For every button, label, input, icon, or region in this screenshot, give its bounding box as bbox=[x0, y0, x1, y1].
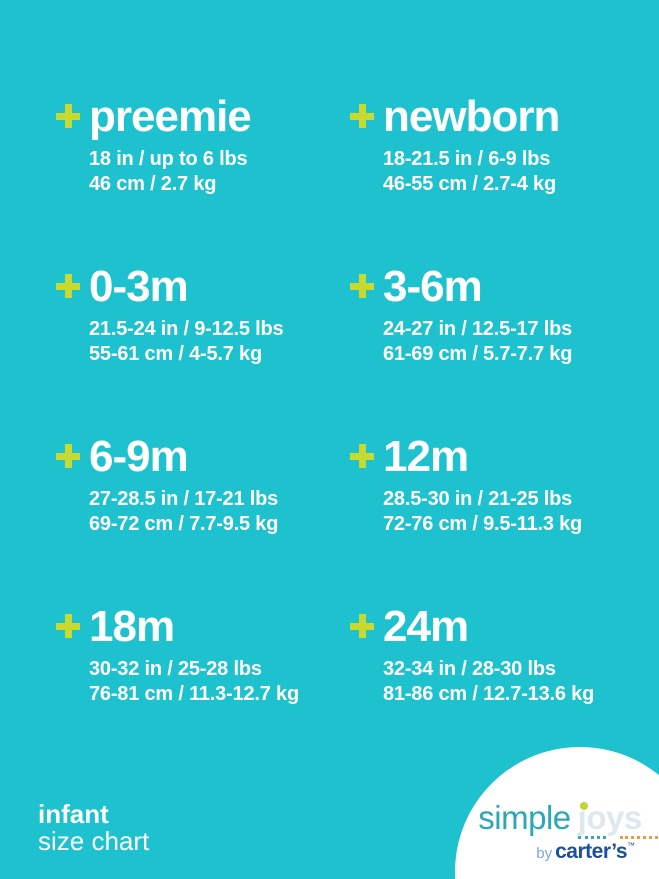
size-cell-0-3m: 0-3m 21.5-24 in / 9-12.5 lbs 55-61 cm / … bbox=[56, 262, 284, 366]
footer: infant size chart bbox=[38, 801, 149, 855]
logo-by-text: by bbox=[536, 845, 553, 862]
size-name: 6-9m bbox=[89, 432, 189, 481]
size-imperial: 24-27 in / 12.5-17 lbs bbox=[383, 318, 573, 340]
chart-category: infant bbox=[38, 799, 109, 829]
brand-logo-circle: simple joys by carter’s™ bbox=[455, 747, 659, 879]
size-metric: 69-72 cm / 7.7-9.5 kg bbox=[89, 512, 279, 535]
logo-dots-right-icon bbox=[619, 836, 658, 839]
size-metric: 61-69 cm / 5.7-7.7 kg bbox=[383, 342, 573, 365]
logo-joys-word: joys bbox=[577, 799, 643, 836]
size-cell-12m: 12m 28.5-30 in / 21-25 lbs 72-76 cm / 9.… bbox=[350, 432, 583, 536]
plus-icon bbox=[350, 614, 374, 638]
size-cell-newborn: newborn 18-21.5 in / 6-9 lbs 46-55 cm / … bbox=[350, 92, 560, 196]
plus-icon bbox=[56, 104, 80, 128]
logo-brand-text: carter’s bbox=[555, 840, 627, 863]
size-cell-preemie: preemie 18 in / up to 6 lbs 46 cm / 2.7 … bbox=[56, 92, 252, 196]
size-imperial: 28.5-30 in / 21-25 lbs bbox=[383, 488, 573, 510]
size-name: newborn bbox=[383, 92, 560, 141]
size-imperial: 27-28.5 in / 17-21 lbs bbox=[89, 488, 279, 510]
size-metric: 55-61 cm / 4-5.7 kg bbox=[89, 342, 262, 365]
logo-joys-text: joys bbox=[577, 799, 658, 839]
trademark-symbol: ™ bbox=[627, 841, 635, 850]
plus-icon bbox=[350, 104, 374, 128]
size-name: 3-6m bbox=[383, 262, 483, 311]
size-metric: 46 cm / 2.7 kg bbox=[89, 172, 217, 195]
plus-icon bbox=[56, 444, 80, 468]
size-imperial: 21.5-24 in / 9-12.5 lbs bbox=[89, 318, 284, 340]
size-imperial: 18-21.5 in / 6-9 lbs bbox=[383, 148, 551, 170]
logo-dots-left-icon bbox=[577, 836, 606, 839]
size-imperial: 18 in / up to 6 lbs bbox=[89, 148, 248, 170]
size-cell-18m: 18m 30-32 in / 25-28 lbs 76-81 cm / 11.3… bbox=[56, 602, 299, 706]
plus-icon bbox=[56, 614, 80, 638]
size-name: 12m bbox=[383, 432, 469, 481]
size-name: 18m bbox=[89, 602, 175, 651]
plus-icon bbox=[350, 274, 374, 298]
size-metric: 81-86 cm / 12.7-13.6 kg bbox=[383, 682, 595, 705]
size-metric: 76-81 cm / 11.3-12.7 kg bbox=[89, 682, 299, 705]
size-cell-24m: 24m 32-34 in / 28-30 lbs 81-86 cm / 12.7… bbox=[350, 602, 595, 706]
size-imperial: 30-32 in / 25-28 lbs bbox=[89, 658, 262, 680]
j-dot-icon bbox=[579, 802, 588, 810]
plus-icon bbox=[350, 444, 374, 468]
size-metric: 72-76 cm / 9.5-11.3 kg bbox=[383, 512, 583, 535]
logo-simple-text: simple bbox=[478, 799, 571, 836]
size-imperial: 32-34 in / 28-30 lbs bbox=[383, 658, 556, 680]
brand-logo: simple joys bbox=[455, 799, 659, 839]
size-cell-3-6m: 3-6m 24-27 in / 12.5-17 lbs 61-69 cm / 5… bbox=[350, 262, 573, 366]
size-name: 24m bbox=[383, 602, 469, 651]
size-metric: 46-55 cm / 2.7-4 kg bbox=[383, 172, 556, 195]
logo-byline: by carter’s™ bbox=[536, 840, 635, 864]
size-cell-6-9m: 6-9m 27-28.5 in / 17-21 lbs 69-72 cm / 7… bbox=[56, 432, 279, 536]
size-name: preemie bbox=[89, 92, 252, 141]
plus-icon bbox=[56, 274, 80, 298]
size-name: 0-3m bbox=[89, 262, 189, 311]
page-title: size chart bbox=[38, 826, 150, 856]
